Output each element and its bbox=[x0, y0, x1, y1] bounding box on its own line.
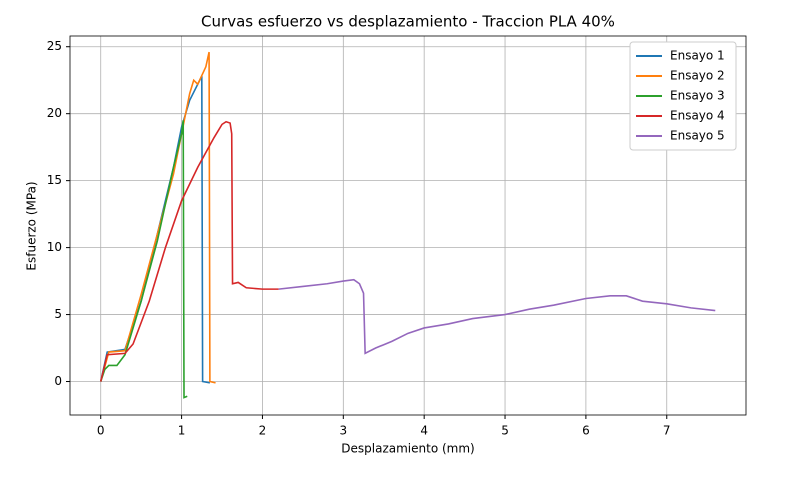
x-tick-label: 2 bbox=[259, 424, 267, 438]
x-tick-label: 5 bbox=[501, 424, 509, 438]
legend-label: Ensayo 1 bbox=[670, 49, 725, 63]
x-tick-label: 3 bbox=[339, 424, 347, 438]
y-axis-label: Esfuerzo (MPa) bbox=[25, 181, 39, 270]
x-tick-label: 4 bbox=[420, 424, 428, 438]
x-tick-label: 6 bbox=[582, 424, 590, 438]
legend-label: Ensayo 5 bbox=[670, 129, 725, 143]
y-tick-label: 20 bbox=[47, 106, 62, 120]
x-tick-label: 7 bbox=[663, 424, 671, 438]
y-tick-label: 10 bbox=[47, 240, 62, 254]
y-tick-label: 15 bbox=[47, 173, 62, 187]
chart-title: Curvas esfuerzo vs desplazamiento - Trac… bbox=[201, 13, 615, 31]
y-tick-label: 5 bbox=[54, 307, 62, 321]
series-line bbox=[99, 120, 279, 382]
y-tick-label: 0 bbox=[54, 374, 62, 388]
series-line bbox=[99, 75, 211, 384]
legend-label: Ensayo 2 bbox=[670, 69, 725, 83]
series-line bbox=[99, 120, 188, 399]
series-line bbox=[278, 278, 716, 355]
legend-label: Ensayo 4 bbox=[670, 109, 725, 123]
legend-label: Ensayo 3 bbox=[670, 89, 725, 103]
legend-box bbox=[629, 41, 737, 151]
x-axis-label: Desplazamiento (mm) bbox=[341, 442, 474, 456]
plot-frame bbox=[69, 35, 747, 416]
y-tick-label: 25 bbox=[47, 39, 62, 53]
series-line bbox=[99, 51, 216, 384]
x-tick-label: 1 bbox=[178, 424, 186, 438]
x-tick-label: 0 bbox=[97, 424, 105, 438]
